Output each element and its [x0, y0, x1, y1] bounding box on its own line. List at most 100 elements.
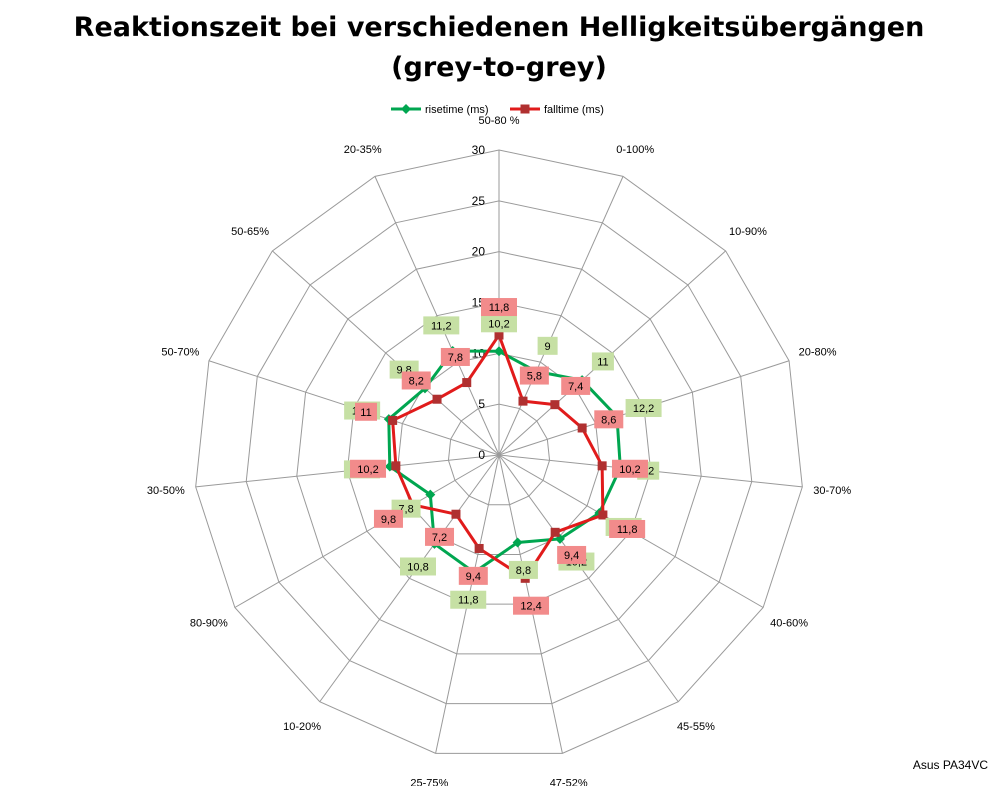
falltime-data-label-bg: [401, 371, 431, 390]
falltime-marker: [577, 423, 587, 433]
falltime-marker: [462, 378, 472, 388]
grid-spoke: [272, 250, 500, 456]
falltime-data-label-bg: [481, 298, 517, 317]
r-tick-label: 25: [472, 194, 486, 208]
falltime-data-label: 11,8: [617, 524, 638, 536]
category-label: 47-52%: [550, 778, 588, 786]
risetime-data-label: 11,8: [458, 595, 479, 607]
falltime-marker: [550, 400, 560, 410]
grid-ring: [195, 149, 803, 754]
falltime-marker: [474, 543, 484, 553]
falltime-data-label: 12,4: [520, 601, 541, 613]
grid-spoke: [498, 454, 679, 703]
falltime-data-label: 10,2: [357, 464, 378, 476]
chart-title-line2: (grey-to-grey): [391, 52, 607, 83]
risetime-data-label-bg: [625, 399, 662, 418]
risetime-data-label-bg: [423, 316, 460, 335]
category-label: 40-60%: [770, 618, 808, 630]
falltime-data-label: 10,2: [619, 464, 640, 476]
falltime-marker: [391, 461, 401, 471]
falltime-data-label-bg: [355, 402, 378, 421]
r-tick-label: 0: [478, 448, 485, 462]
r-tick-label: 20: [472, 245, 486, 259]
risetime-data-label: 8,8: [516, 565, 531, 577]
risetime-data-label-bg: [400, 557, 437, 576]
falltime-data-label: 11: [360, 407, 371, 419]
risetime-data-label-bg: [508, 560, 538, 579]
risetime-marker: [512, 537, 523, 548]
legend-label-0: risetime (ms): [425, 104, 489, 116]
category-label: 20-80%: [799, 346, 837, 358]
falltime-marker: [494, 330, 504, 340]
grid-ring: [245, 200, 753, 705]
falltime-marker: [388, 415, 398, 425]
r-tick-label: 30: [472, 143, 486, 157]
grid-spoke: [374, 176, 500, 456]
falltime-marker: [432, 394, 442, 404]
category-label: 45-55%: [677, 721, 715, 733]
falltime-data-label: 9,8: [381, 514, 396, 526]
risetime-marker: [425, 489, 436, 500]
falltime-data-label-bg: [561, 376, 591, 395]
falltime-data-label: 8,2: [409, 375, 424, 387]
falltime-marker: [451, 509, 461, 519]
category-label: 50-65%: [231, 226, 269, 238]
series-line-1: [391, 333, 605, 580]
watermark: Asus PA34VC: [912, 758, 988, 772]
falltime-data-label: 8,6: [601, 414, 616, 426]
grid-spoke: [498, 176, 624, 456]
chart-title: Reaktionszeit bei verschiedenen Helligke…: [0, 8, 998, 88]
falltime-data-label: 9,4: [466, 571, 481, 583]
falltime-data-label: 11,8: [489, 302, 510, 314]
falltime-data-label: 7,8: [448, 352, 463, 364]
falltime-marker: [597, 461, 607, 471]
risetime-marker: [494, 346, 504, 357]
falltime-data-label-bg: [458, 566, 488, 585]
falltime-data-label-bg: [350, 459, 387, 478]
risetime-data-label-bg: [481, 314, 517, 333]
falltime-data-label-bg: [440, 347, 470, 366]
grid-ring: [447, 403, 551, 506]
falltime-data-label-bg: [557, 545, 587, 564]
series-line-0: [387, 349, 622, 574]
risetime-data-label-bg: [537, 336, 558, 355]
chart-title-line1: Reaktionszeit bei verschiedenen Helligke…: [73, 12, 925, 43]
category-label: 10-90%: [729, 226, 767, 238]
falltime-data-label: 7,2: [432, 532, 447, 544]
legend-label-1: falltime (ms): [544, 104, 604, 116]
risetime-data-label: 12,2: [633, 403, 654, 415]
category-label: 10-20%: [283, 721, 321, 733]
risetime-data-label-bg: [591, 352, 614, 371]
category-label: 50-70%: [161, 346, 199, 358]
falltime-data-label-bg: [373, 509, 403, 528]
category-label: 80-90%: [190, 618, 228, 630]
risetime-data-label: 10,8: [407, 561, 428, 573]
falltime-marker: [598, 510, 608, 520]
risetime-data-label: 9: [545, 341, 551, 353]
falltime-data-label: 9,4: [564, 550, 579, 562]
category-label: 30-70%: [813, 485, 851, 497]
falltime-marker: [518, 396, 528, 406]
risetime-data-label: 10,2: [488, 318, 509, 330]
falltime-marker: [550, 527, 560, 537]
grid-ring: [296, 251, 702, 655]
category-label: 30-50%: [147, 485, 185, 497]
falltime-data-label-bg: [425, 527, 455, 546]
falltime-data-label-bg: [513, 596, 550, 615]
grid-spoke: [234, 454, 500, 608]
category-label: 0-100%: [616, 144, 654, 156]
falltime-data-label-bg: [611, 459, 648, 478]
legend-marker-risetime: [401, 104, 411, 114]
grid-spoke: [319, 454, 500, 703]
r-tick-label: 5: [478, 397, 485, 411]
falltime-data-label: 7,4: [568, 381, 583, 393]
category-label: 20-35%: [344, 144, 382, 156]
grid-ring: [346, 301, 652, 605]
falltime-data-label-bg: [594, 410, 624, 429]
falltime-data-label: 5,8: [527, 371, 542, 383]
legend-marker-falltime: [520, 104, 530, 114]
risetime-data-label: 11: [597, 356, 608, 368]
category-label: 25-75%: [410, 778, 448, 786]
falltime-data-label-bg: [609, 519, 646, 538]
risetime-data-label-bg: [450, 590, 487, 609]
